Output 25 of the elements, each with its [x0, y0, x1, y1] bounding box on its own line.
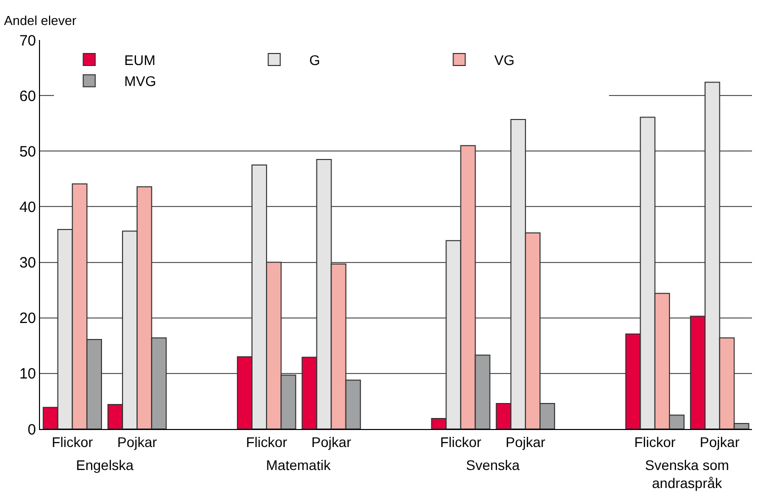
legend-label: EUM: [124, 52, 156, 68]
legend-label: MVG: [124, 73, 156, 90]
x-tick-label: Flickor: [246, 434, 288, 450]
x-tick-label: Pojkar: [700, 434, 740, 450]
x-tick-label: Pojkar: [117, 434, 158, 450]
x-tick-label: Pojkar: [311, 434, 352, 450]
y-tick-label: 60: [19, 88, 36, 105]
y-tick-label: 40: [19, 198, 36, 216]
x-tick-label: Flickor: [52, 434, 94, 450]
y-axis-title: Andel elever: [4, 13, 77, 28]
x-tick-label: Pojkar: [506, 434, 546, 450]
text: Engelska: [76, 457, 134, 473]
y-tick-label: 30: [19, 254, 36, 272]
y-tick-label: 10: [19, 366, 36, 383]
y-tick-label: 0: [28, 421, 36, 438]
text: Matematik: [266, 457, 332, 473]
legend-label: G: [309, 52, 320, 68]
x-tick-label: Flickor: [634, 434, 676, 450]
x-tick-label: Flickor: [440, 434, 482, 450]
y-tick-label: 70: [19, 32, 36, 50]
text: Svenska: [466, 457, 520, 473]
text: Svenska som andraspråk: [645, 457, 730, 492]
y-tick-label: 50: [19, 143, 36, 160]
legend-label: VG: [494, 52, 514, 68]
y-tick-label: 20: [19, 310, 36, 328]
